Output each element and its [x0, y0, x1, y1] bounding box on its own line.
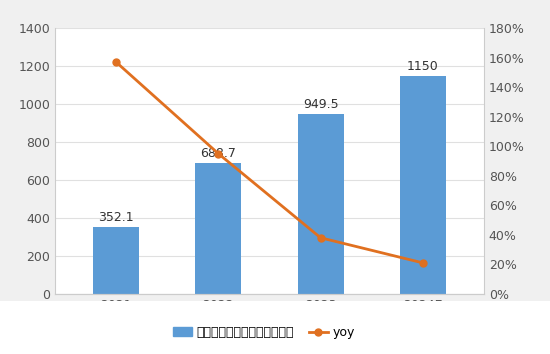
Legend: 国内新能源汽车销量（万辆）, yoy: 国内新能源汽车销量（万辆）, yoy: [168, 321, 360, 344]
Text: 688.7: 688.7: [201, 147, 236, 160]
yoy: [420, 261, 426, 265]
Bar: [195, 163, 241, 294]
Bar: [298, 114, 344, 294]
Bar: [400, 76, 446, 294]
Bar: [94, 227, 139, 294]
Text: 1150: 1150: [407, 60, 438, 73]
Line: yoy: yoy: [113, 59, 426, 266]
Text: 949.5: 949.5: [302, 98, 338, 111]
yoy: [113, 60, 119, 64]
yoy: [317, 236, 324, 240]
Text: 352.1: 352.1: [98, 211, 134, 224]
yoy: [215, 152, 222, 156]
